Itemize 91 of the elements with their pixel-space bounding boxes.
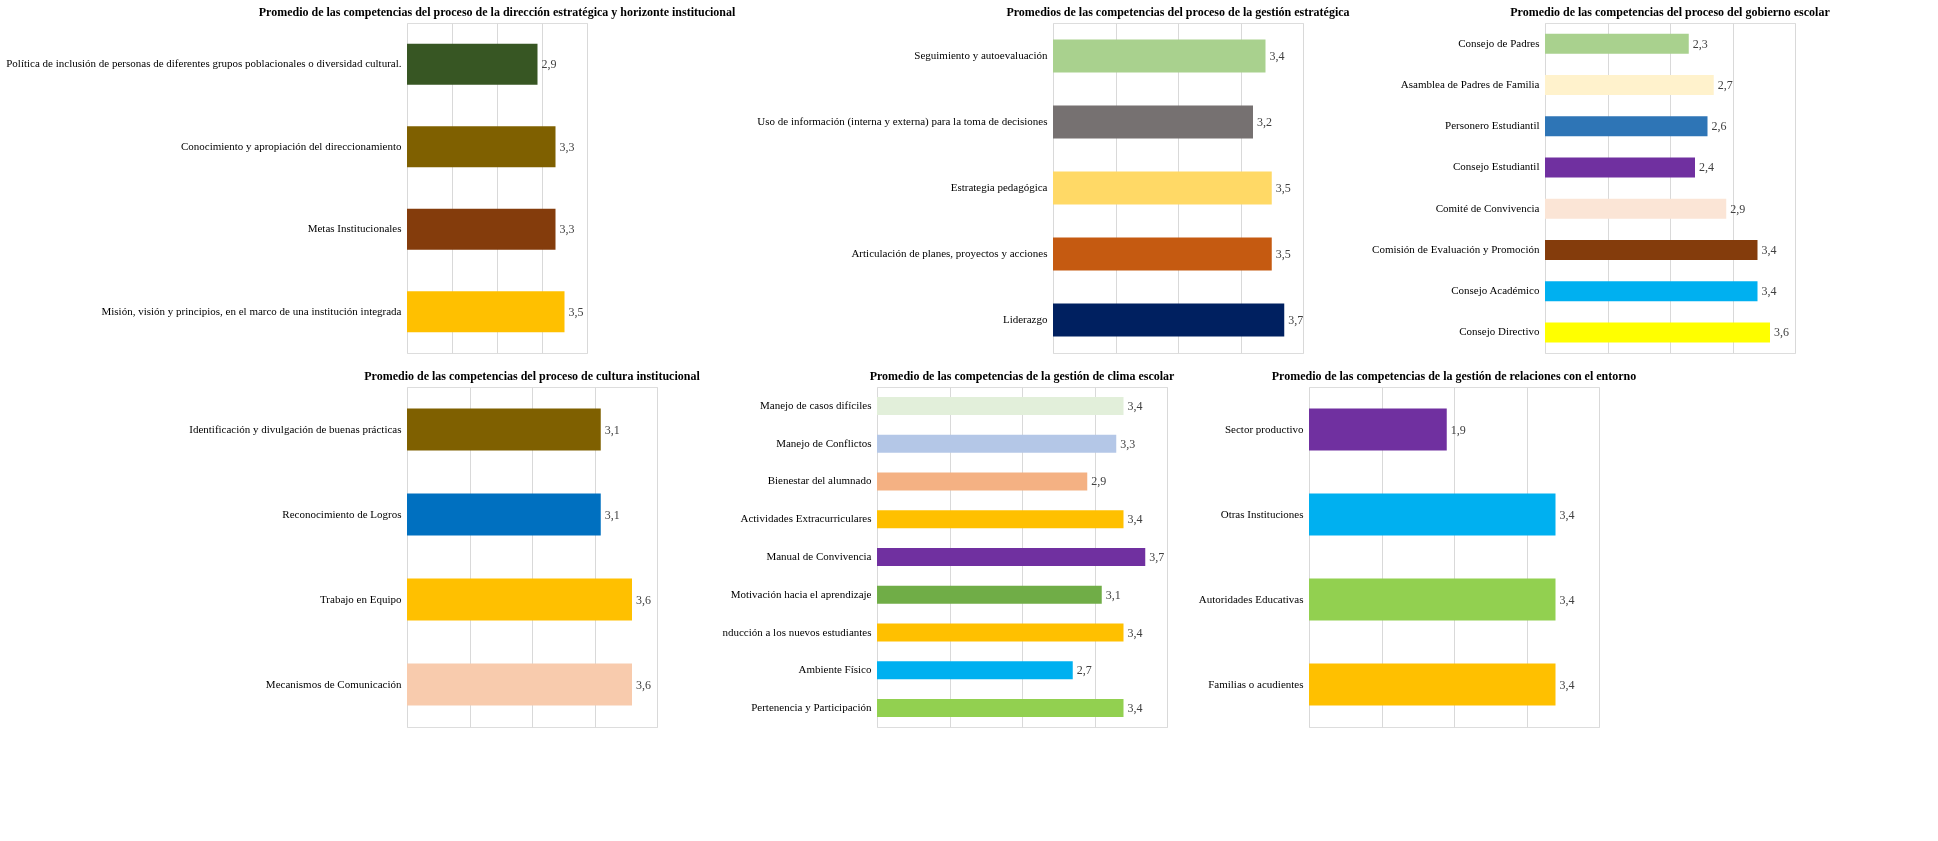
bar <box>1545 239 1758 260</box>
y-tick-label: Estrategia pedagógica <box>950 181 1048 193</box>
y-tick-label: Manejo de Conflictos <box>776 436 872 449</box>
data-label: 3,3 <box>1120 436 1136 451</box>
bar <box>877 548 1146 566</box>
bar <box>877 585 1102 604</box>
chart-title: Promedio de las competencias del proceso de cultura institucional <box>364 369 701 383</box>
y-tick-label: Identificación y divulgación de buenas prácticas <box>189 422 402 435</box>
data-label: 3,4 <box>1127 701 1143 716</box>
bar <box>1545 116 1708 137</box>
bar <box>877 623 1124 642</box>
data-label: 3,6 <box>1774 325 1789 340</box>
y-tick-label: Consejo Estudiantil <box>1453 160 1540 173</box>
y-tick-label: Política de inclusión de personas de diferentes grupos poblacionales o diversidad cultural. <box>6 57 402 70</box>
data-label: 3,4 <box>1127 625 1143 640</box>
y-tick-label: Otras Instituciones <box>1220 507 1304 520</box>
y-tick-label: Comité de Convivencia <box>1435 201 1540 214</box>
data-label: 2,9 <box>1091 474 1107 489</box>
y-tick-label: Autoridades Educativas <box>1198 592 1304 605</box>
chart-title: Promedio de las competencias de la gestión de relaciones con el entorno <box>1271 369 1637 383</box>
bar <box>1545 33 1689 54</box>
y-tick-label: Trabajo en Equipo <box>320 592 402 605</box>
y-tick-label: Metas Institucionales <box>307 222 402 235</box>
data-label: 2,3 <box>1692 36 1708 51</box>
data-label: 3,3 <box>559 222 575 237</box>
bar <box>877 510 1124 529</box>
y-tick-label: Actividades Extracurriculares <box>740 512 872 525</box>
chart-title: Promedios de las competencias del proceso de la gestión estratégica <box>1006 5 1350 19</box>
chart-title: Promedio de las competencias del proceso del gobierno escolar <box>1510 5 1831 19</box>
data-label: 3,1 <box>1105 587 1121 602</box>
y-tick-label: Consejo Directivo <box>1459 325 1540 338</box>
bar <box>1545 322 1770 343</box>
y-tick-label: Conocimiento y apropiación del direccionamiento <box>180 139 402 152</box>
data-label: 3,5 <box>1275 247 1291 261</box>
data-label: 2,9 <box>1730 201 1746 216</box>
y-tick-label: Seguimiento y autoevaluación <box>914 49 1048 61</box>
y-tick-label: Asamblea de Padres de Familia <box>1400 77 1540 90</box>
data-label: 2,7 <box>1076 663 1092 678</box>
y-tick-label: Uso de información (interna y externa) para la toma de decisiones <box>757 115 1048 128</box>
bar <box>1545 198 1727 219</box>
bar <box>877 434 1117 453</box>
y-tick-label: Manejo de casos difíciles <box>760 398 872 411</box>
y-tick-label: Ambiente Físico <box>798 663 872 676</box>
data-label: 2,6 <box>1711 119 1727 134</box>
chart-title: Promedio de las competencias de la gestión de clima escolar <box>869 369 1176 383</box>
data-label: 3,4 <box>1559 507 1575 522</box>
y-tick-label: Sector productivo <box>1224 422 1304 435</box>
data-label: 3,7 <box>1288 313 1304 327</box>
bar <box>877 472 1088 491</box>
y-tick-label: Misión, visión y principios, en el marco de una institución integrada <box>101 304 402 317</box>
bar <box>877 661 1073 680</box>
y-tick-label: Personero Estudiantil <box>1445 119 1540 132</box>
data-label: 3,4 <box>1559 677 1575 692</box>
bar <box>877 699 1124 718</box>
data-label: 3,5 <box>1275 181 1291 195</box>
data-label: 2,9 <box>541 57 557 72</box>
data-label: 3,1 <box>604 507 620 522</box>
data-label: 1,9 <box>1450 422 1466 437</box>
data-label: 2,4 <box>1699 160 1714 175</box>
y-tick-label: Articulación de planes, proyectos y acciones <box>851 247 1048 259</box>
data-label: 3,4 <box>1127 398 1143 413</box>
y-tick-label: Manual de Convivencia <box>766 550 872 562</box>
y-tick-label: Reconocimiento de Logros <box>282 507 402 520</box>
chart-title: Promedio de las competencias del proceso de la dirección estratégica y horizonte institucional <box>258 5 736 19</box>
data-label: 3,7 <box>1149 550 1165 564</box>
data-label: 2,7 <box>1717 77 1733 92</box>
y-tick-label: Consejo Académico <box>1451 284 1540 297</box>
data-label: 3,4 <box>1761 242 1777 257</box>
bar <box>1545 74 1714 95</box>
y-tick-label: nducción a los nuevos estudiantes <box>722 625 872 638</box>
bar <box>877 396 1124 415</box>
data-label: 3,4 <box>1127 512 1143 527</box>
data-label: 3,1 <box>604 422 620 437</box>
y-tick-label: Motivación hacia el aprendizaje <box>730 587 872 600</box>
y-tick-label: Liderazgo <box>1002 313 1048 325</box>
data-label: 3,6 <box>636 592 651 607</box>
y-tick-label: Mecanismos de Comunicación <box>265 677 402 690</box>
y-tick-label: Bienestar del alumnado <box>767 474 872 487</box>
y-tick-label: Pertenencia y Participación <box>751 701 872 714</box>
data-label: 3,5 <box>568 304 584 319</box>
data-label: 3,6 <box>636 677 651 692</box>
data-label: 3,2 <box>1257 115 1272 129</box>
y-tick-label: Familias o acudientes <box>1208 677 1304 690</box>
y-tick-label: Consejo de Padres <box>1458 36 1540 49</box>
y-tick-label: Comisión de Evaluación y Promoción <box>1372 242 1540 255</box>
data-label: 3,3 <box>559 139 575 154</box>
data-label: 3,4 <box>1559 592 1575 607</box>
data-label: 3,4 <box>1269 49 1285 63</box>
bar <box>1545 281 1758 302</box>
bar <box>1545 157 1695 178</box>
data-label: 3,4 <box>1761 284 1777 299</box>
